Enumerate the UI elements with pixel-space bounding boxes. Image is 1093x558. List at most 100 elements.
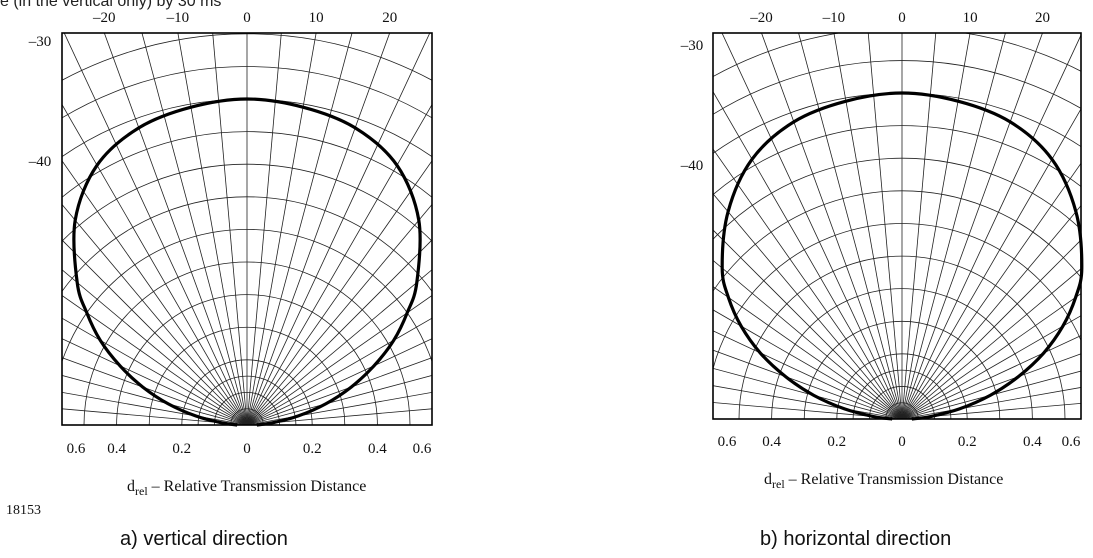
grid-arc [869,386,935,419]
grid-spoke [901,370,1081,419]
top-snippet-text: e (in the vertical only) by 30 ms [0,0,222,10]
grid-spoke [246,33,391,425]
grid-spoke [713,148,903,419]
x-axis-label: drel – Relative Transmission Distance [127,478,366,498]
grid-arc [713,157,1081,240]
grid-spoke [246,338,432,425]
grid-spoke [901,33,971,419]
distance-tick-label: 0.6 [67,441,86,457]
relative-distance-curve [72,97,422,427]
grid-spoke [62,375,248,425]
grid-spoke [246,33,317,425]
grid-spoke [246,103,432,425]
grid-arc [803,320,1001,419]
angle-tick-label: –40 [680,158,704,174]
angle-tick-label: –20 [749,10,773,26]
caption-horizontal: b) horizontal direction [760,528,952,550]
grid-arc [713,92,1081,154]
angle-tick-label: –30 [680,38,704,54]
grid-arc [62,163,432,242]
distance-tick-label: 0.6 [1062,434,1081,450]
grid-spoke [761,33,903,419]
distance-tick-label: 0.2 [827,434,846,450]
grid-spoke [177,33,248,425]
distance-tick-label: 0.2 [958,434,977,450]
grid-spoke [713,309,903,419]
grid-arc [771,288,1033,419]
grid-arc [62,131,432,198]
grid-arc [713,190,1081,292]
polar-chart-vertical: –20 –10 0 10 20 –30 –40 0.6 0.4 0.2 0 0.2 0.4 0.6 drel… [28,10,433,498]
angle-tick-label: 0 [243,10,251,26]
angle-tick-label: 20 [382,10,397,26]
relative-distance-curve [720,91,1084,421]
angle-tick-label: 0 [898,10,906,26]
grid-arc [83,261,411,425]
distance-tick-label: 0.2 [172,441,191,457]
distance-tick-label: 0.4 [368,441,387,457]
grid-spoke [713,385,903,419]
grid-spoke [246,239,432,425]
grid-arc [62,229,432,363]
distance-tick-label: 0 [243,441,251,457]
grid-arc [713,60,1081,115]
grid-spoke [246,33,353,425]
grid-spoke [713,90,903,419]
distance-tick-label: 0.2 [303,441,322,457]
grid-arc [62,66,432,119]
polar-chart-horizontal: –20 –10 0 10 20 –30 –40 0.6 0.4 0.2 0 0.2 0.4 0.6 drel… [680,10,1084,491]
distance-tick-label: 0.6 [718,434,737,450]
grid-arc [62,98,432,158]
angle-tick-label: –10 [822,10,846,26]
grid-spoke [713,193,903,419]
angle-tick-label: 10 [963,10,978,26]
polar-grid [713,33,1081,419]
grid-arc [836,353,968,419]
plot-frame [61,32,433,426]
angle-tick-label: 20 [1035,10,1050,26]
grid-arc [852,369,952,419]
angle-tick-label: –40 [28,154,52,170]
x-axis-label: drel – Relative Transmission Distance [764,471,1003,491]
grid-spoke [721,33,903,419]
grid-arc [713,33,1081,78]
grid-arc [214,392,280,425]
grid-arc [230,408,264,425]
grid-spoke [713,229,903,419]
grid-spoke [713,349,903,419]
grid-spoke [62,103,248,425]
polar-grid [62,33,432,425]
grid-spoke [833,33,903,419]
caption-vertical: a) vertical direction [120,528,288,550]
angle-tick-label: –20 [92,10,116,26]
grid-arc [713,223,1081,371]
plot-frame [712,32,1082,420]
grid-arc [885,402,919,419]
grid-arc [197,375,297,425]
grid-arc [62,196,432,293]
grid-arc [181,359,313,425]
grid-spoke [246,203,432,425]
angle-tick-label: –10 [166,10,190,26]
grid-arc [62,33,432,81]
figure-id: 18153 [6,503,41,518]
distance-tick-label: 0 [898,434,906,450]
grid-arc [148,326,346,425]
grid-spoke [246,317,432,425]
distance-tick-label: 0.4 [762,434,781,450]
distance-tick-label: 0.6 [413,441,432,457]
grid-spoke [62,357,248,425]
distance-tick-label: 0.4 [1023,434,1042,450]
angle-tick-label: 10 [309,10,324,26]
grid-arc [738,255,1066,419]
grid-spoke [713,286,903,419]
grid-spoke [246,294,432,425]
grid-arc [713,125,1081,196]
grid-arc [116,294,378,425]
grid-spoke [62,338,248,425]
distance-tick-label: 0.4 [107,441,126,457]
grid-spoke [246,33,431,425]
angle-tick-label: –30 [28,34,52,50]
grid-spoke [713,330,903,419]
